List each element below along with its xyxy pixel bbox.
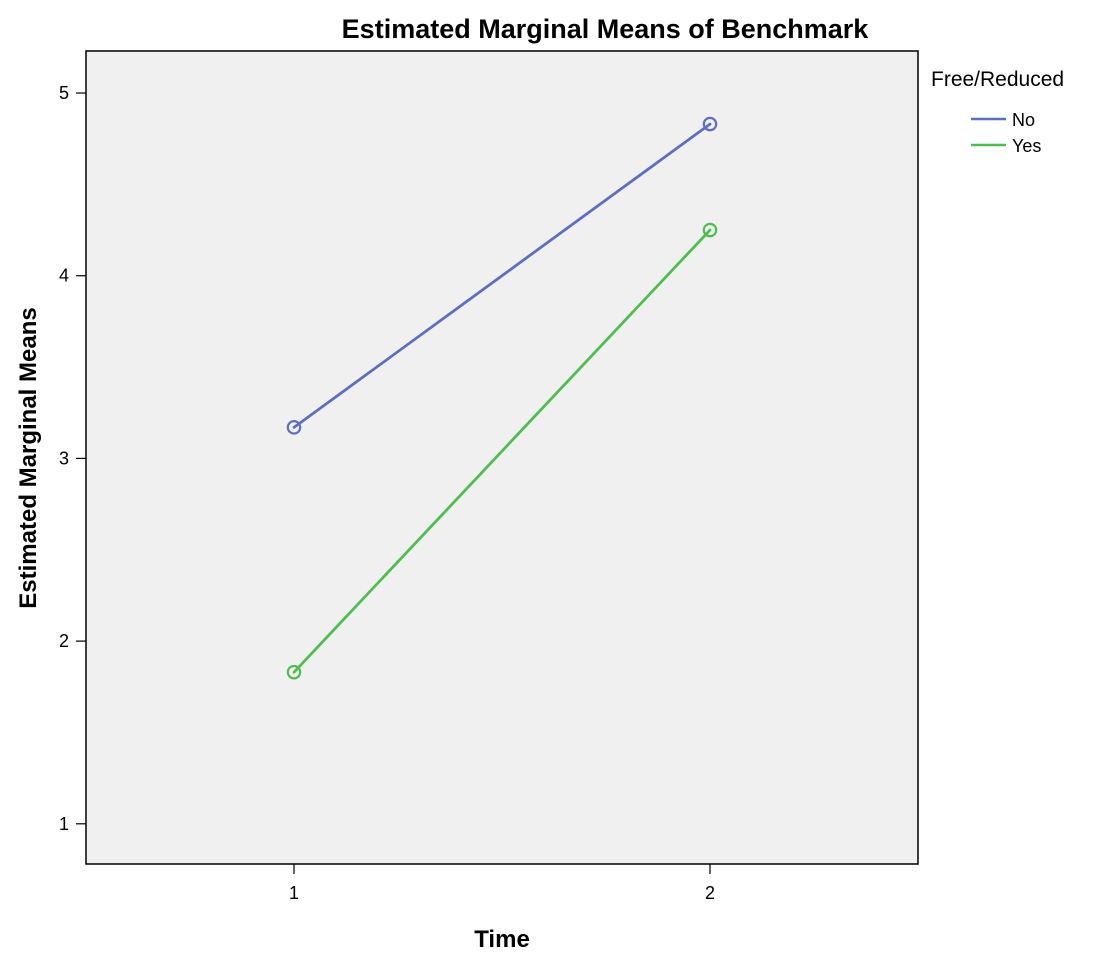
series-line-yes [292,228,712,674]
chart-title: Estimated Marginal Means of Benchmark [342,14,870,44]
legend-label-yes: Yes [1012,136,1041,156]
plot-area [85,50,919,865]
data-point-yes-1 [286,664,302,680]
data-point-no-1 [286,420,302,435]
y-tick-label-0: 1 [59,814,69,834]
legend-label-no: No [1012,110,1035,130]
legend: No Yes [971,110,1041,156]
x-tick-label-1: 2 [705,883,715,903]
y-axis-title: Estimated Marginal Means [15,307,42,608]
y-axis-ticks: 1 2 3 4 5 [59,83,86,834]
y-tick-label-1: 2 [59,631,69,651]
y-tick-label-2: 3 [59,448,69,468]
x-axis-title: Time [474,926,530,953]
y-tick-label-3: 4 [59,266,69,286]
data-point-no-2 [702,116,718,132]
y-tick-label-4: 5 [59,83,69,103]
legend-title: Free/Reduced [931,68,1064,91]
series-layer [286,116,718,680]
series-line-no [292,122,712,429]
data-point-yes-2 [702,222,718,238]
x-tick-label-0: 1 [289,883,299,903]
